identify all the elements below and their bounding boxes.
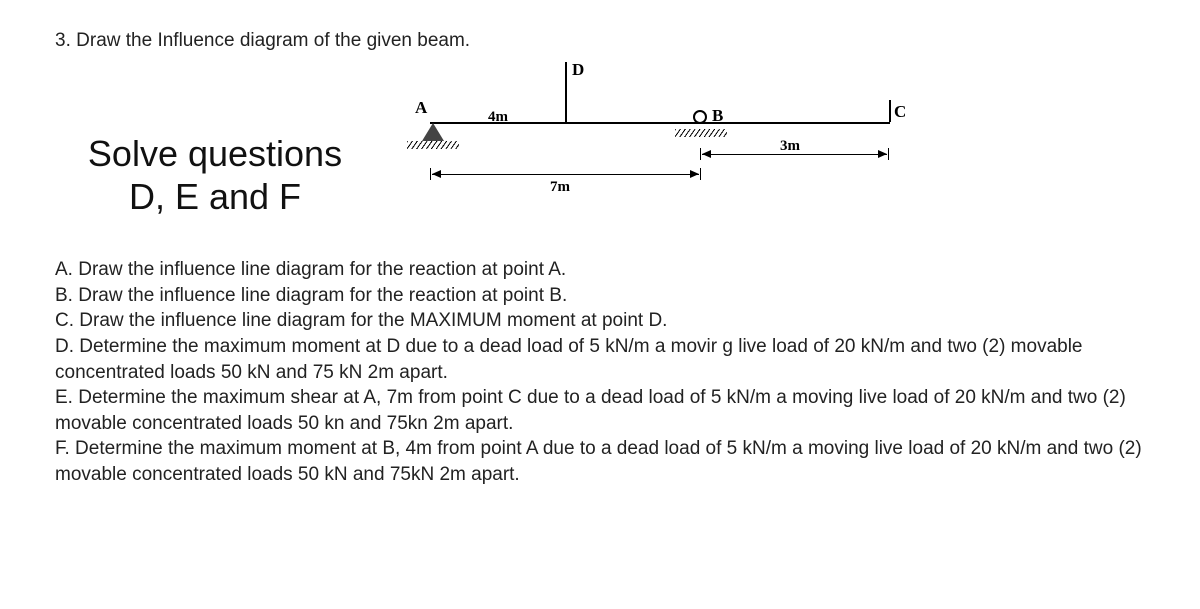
- question-title: 3. Draw the Influence diagram of the giv…: [55, 30, 1145, 52]
- beam-diagram: D A B C 4m 7m 3m: [410, 62, 930, 232]
- dim3-tick-r: [888, 148, 889, 160]
- tick-C: [889, 100, 891, 122]
- dim7-line: [432, 174, 699, 175]
- support-B-roller: [693, 110, 707, 124]
- part-C: C. Draw the influence line diagram for t…: [55, 308, 1145, 334]
- dim3-tick-l: [700, 148, 701, 160]
- part-D: D. Determine the maximum moment at D due…: [55, 334, 1145, 385]
- solve-instruction: Solve questions D, E and F: [35, 132, 395, 218]
- part-B: B. Draw the influence line diagram for t…: [55, 283, 1145, 309]
- mid-row: Solve questions D, E and F D A B C 4m 7m…: [55, 102, 1145, 232]
- dim-3m: 3m: [780, 138, 800, 155]
- dim-7m: 7m: [550, 179, 570, 196]
- solve-line2: D, E and F: [129, 176, 301, 217]
- support-A-hatch: [407, 141, 459, 149]
- part-A: A. Draw the influence line diagram for t…: [55, 257, 1145, 283]
- label-A: A: [415, 98, 427, 118]
- support-B-hatch: [675, 129, 727, 137]
- dim7-tick-r: [700, 168, 701, 180]
- question-text: Draw the Influence diagram of the given …: [76, 30, 470, 51]
- marker-D: [565, 62, 567, 122]
- question-parts: A. Draw the influence line diagram for t…: [55, 257, 1145, 488]
- label-B: B: [712, 106, 723, 126]
- label-C: C: [894, 102, 906, 122]
- support-A-pin: [422, 123, 444, 141]
- solve-line1: Solve questions: [88, 133, 342, 174]
- part-F: F. Determine the maximum moment at B, 4m…: [55, 436, 1145, 487]
- dim-4m: 4m: [488, 109, 508, 126]
- label-D: D: [572, 60, 584, 80]
- dim7-tick-l: [430, 168, 431, 180]
- part-E: E. Determine the maximum shear at A, 7m …: [55, 385, 1145, 436]
- question-number: 3.: [55, 30, 71, 51]
